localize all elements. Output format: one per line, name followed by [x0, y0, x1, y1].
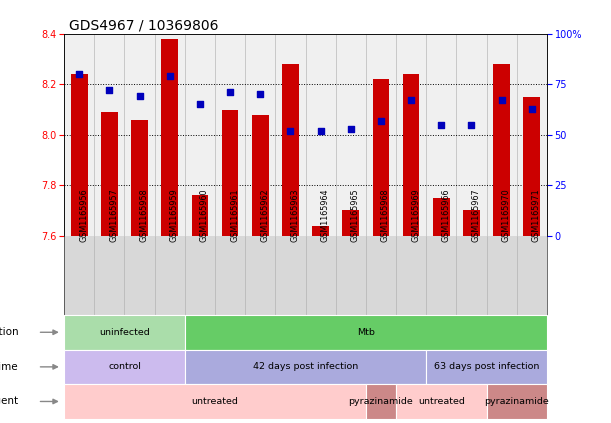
Text: GSM1165964: GSM1165964 — [321, 189, 329, 242]
Bar — [192, 195, 208, 236]
Point — [75, 71, 84, 77]
Text: GSM1165971: GSM1165971 — [532, 188, 541, 242]
Point — [104, 87, 114, 94]
Bar — [433, 198, 450, 236]
Point — [527, 105, 536, 112]
Text: control: control — [108, 363, 141, 371]
Text: GSM1165961: GSM1165961 — [230, 189, 239, 242]
Point — [406, 97, 416, 104]
Text: uninfected: uninfected — [99, 328, 150, 337]
Bar — [252, 115, 269, 236]
Bar — [463, 211, 480, 236]
Point — [195, 101, 205, 108]
Text: pyrazinamide: pyrazinamide — [485, 397, 549, 406]
Text: Mtb: Mtb — [357, 328, 375, 337]
Point — [165, 73, 175, 80]
Bar — [486, 384, 547, 419]
Text: GSM1165965: GSM1165965 — [351, 188, 360, 242]
Bar — [131, 120, 148, 236]
Bar — [64, 349, 185, 384]
Bar — [64, 384, 366, 419]
Bar — [312, 225, 329, 236]
Text: GSM1165957: GSM1165957 — [109, 188, 119, 242]
Text: GSM1165958: GSM1165958 — [139, 188, 148, 242]
Point — [225, 89, 235, 96]
Text: GSM1165962: GSM1165962 — [260, 188, 269, 242]
Text: pyrazinamide: pyrazinamide — [348, 397, 413, 406]
Bar — [403, 74, 419, 236]
Point — [255, 91, 265, 98]
Bar — [342, 211, 359, 236]
Point — [436, 121, 446, 128]
Bar — [524, 97, 540, 236]
Bar — [185, 315, 547, 349]
Point — [497, 97, 507, 104]
Bar — [161, 39, 178, 236]
Text: untreated: untreated — [192, 397, 238, 406]
Text: time: time — [0, 362, 18, 372]
Point — [376, 117, 386, 124]
Text: GSM1165970: GSM1165970 — [502, 188, 511, 242]
Bar — [373, 79, 389, 236]
Text: GSM1165960: GSM1165960 — [200, 189, 209, 242]
Point — [134, 93, 144, 100]
Text: untreated: untreated — [418, 397, 465, 406]
Text: GSM1165956: GSM1165956 — [79, 188, 88, 242]
Text: GSM1165959: GSM1165959 — [170, 188, 179, 242]
Bar — [282, 64, 299, 236]
Text: GSM1165963: GSM1165963 — [290, 189, 299, 242]
Bar — [493, 64, 510, 236]
Point — [467, 121, 477, 128]
Text: infection: infection — [0, 327, 18, 337]
Bar — [222, 110, 238, 236]
Bar — [64, 315, 185, 349]
Bar — [426, 349, 547, 384]
Text: GSM1165968: GSM1165968 — [381, 189, 390, 242]
Text: GSM1165967: GSM1165967 — [472, 188, 480, 242]
Bar — [366, 384, 396, 419]
Bar — [185, 349, 426, 384]
Text: GSM1165969: GSM1165969 — [411, 188, 420, 242]
Bar — [71, 74, 87, 236]
Text: agent: agent — [0, 396, 18, 407]
Point — [346, 125, 356, 132]
Text: 63 days post infection: 63 days post infection — [434, 363, 539, 371]
Text: GDS4967 / 10369806: GDS4967 / 10369806 — [69, 19, 219, 33]
Bar — [101, 112, 118, 236]
Point — [316, 127, 326, 134]
Text: GSM1165966: GSM1165966 — [441, 189, 450, 242]
Bar — [396, 384, 486, 419]
Point — [285, 127, 295, 134]
Text: 42 days post infection: 42 days post infection — [253, 363, 358, 371]
